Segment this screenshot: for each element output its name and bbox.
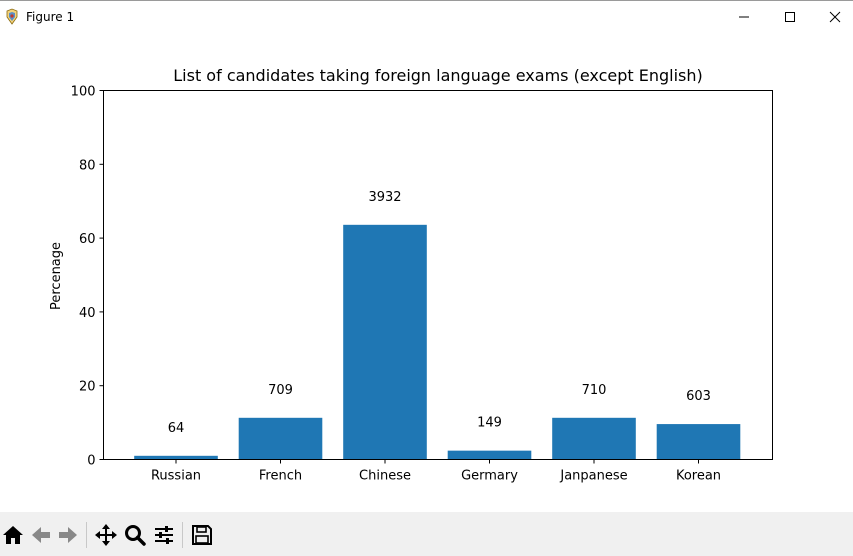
data-label-russian: 64 [168,421,185,436]
data-label-germary: 149 [477,416,502,431]
close-button[interactable] [812,1,853,32]
navigation-toolbar [0,512,853,556]
y-axis-label: Percenage [49,242,64,310]
window-titlebar: Figure 1 [0,0,853,32]
y-tick-label: 20 [79,380,96,395]
bar-russian [134,455,218,460]
back-icon [32,527,50,543]
maximize-button[interactable] [767,1,813,32]
maximize-icon [785,11,795,22]
configure-subplots-button[interactable] [151,522,177,548]
bar-korean [656,424,741,460]
x-tick-label-korean: Korean [676,469,721,484]
y-tick-label: 0 [87,454,95,469]
data-label-janpanese: 710 [582,383,607,398]
bar-chart: List of candidates taking foreign langua… [49,66,773,484]
minimize-icon [739,16,749,17]
close-icon [829,11,841,22]
figure-canvas: List of candidates taking foreign langua… [0,32,853,512]
x-tick-label-french: French [259,469,302,484]
x-tick-label-janpanese: Janpanese [559,469,627,484]
configure-subplots-icon [155,526,173,544]
y-tick-label: 60 [79,232,96,247]
back-button[interactable] [28,522,54,548]
y-tick-label: 80 [79,158,96,173]
data-label-french: 709 [268,383,293,398]
save-icon [192,525,212,545]
x-tick-label-chinese: Chinese [359,469,411,484]
x-tick-label-russian: Russian [151,469,201,484]
bar-janpanese [552,417,636,460]
toolbar-separator [86,522,87,548]
bar-chinese [343,224,427,460]
pan-icon [95,524,117,546]
matplotlib-figure-icon [6,8,18,25]
forward-button[interactable] [55,522,81,548]
forward-icon [59,527,77,543]
chart-title: List of candidates taking foreign langua… [173,66,702,85]
y-tick-label: 40 [79,306,96,321]
save-button[interactable] [189,522,215,548]
plot-frame [103,90,773,460]
zoom-button[interactable] [122,522,148,548]
x-tick-label-germary: Germary [461,469,518,484]
bar-french [238,417,323,460]
data-label-korean: 603 [686,389,711,404]
y-tick-label: 100 [71,85,96,100]
minimize-button[interactable] [721,1,767,32]
home-icon [3,526,23,544]
toolbar-separator [182,522,183,548]
bar-germary [447,450,532,460]
data-label-chinese: 3932 [368,190,401,205]
pan-button[interactable] [93,522,119,548]
home-button[interactable] [0,522,26,548]
window-title: Figure 1 [26,10,75,24]
zoom-icon [125,525,146,546]
